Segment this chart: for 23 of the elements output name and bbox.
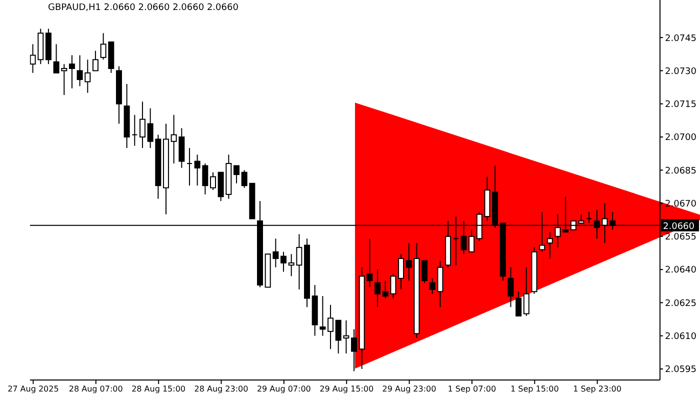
chart-title: GBPAUD,H1 2.0660 2.0660 2.0660 2.0660	[48, 3, 238, 13]
x-tick-label: 28 Aug 23:00	[194, 384, 248, 394]
y-tick-label: 2.0640	[665, 266, 697, 276]
y-tick-label: 2.0730	[665, 66, 697, 77]
x-tick-label: 1 Sep 07:00	[448, 384, 496, 394]
y-tick-label: 2.0745	[665, 34, 696, 44]
x-tick-label: 29 Aug 07:00	[256, 384, 311, 394]
y-tick-label: 2.0655	[665, 232, 696, 243]
y-tick-label: 2.0625	[665, 298, 696, 309]
ref-line-label: 2.0660	[663, 222, 695, 232]
y-tick-label: 2.0685	[665, 166, 696, 176]
x-tick-label: 27 Aug 2025	[8, 384, 59, 394]
x-tick-label: 1 Sep 15:00	[510, 384, 559, 394]
x-tick-label: 28 Aug 07:00	[68, 384, 123, 394]
y-tick-label: 2.0670	[665, 199, 697, 210]
y-tick-label: 2.0715	[665, 100, 696, 110]
x-tick-label: 29 Aug 15:00	[320, 384, 374, 394]
y-tick-label: 2.0595	[665, 365, 696, 376]
y-tick-label: 2.0700	[665, 133, 697, 144]
x-tick-label: 28 Aug 15:00	[132, 384, 186, 394]
x-tick-label: 29 Aug 23:00	[382, 384, 436, 394]
y-tick-label: 2.0610	[665, 332, 697, 342]
x-tick-label: 1 Sep 23:00	[573, 384, 622, 394]
